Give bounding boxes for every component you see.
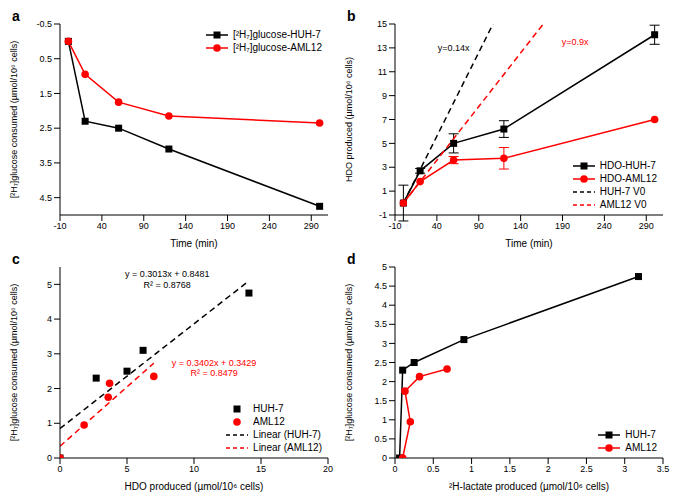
svg-text:Time (min): Time (min)	[170, 238, 217, 249]
svg-text:2: 2	[382, 377, 387, 387]
svg-text:y = 0.3013x + 0.8481: y = 0.3013x + 0.8481	[125, 269, 210, 279]
svg-text:3.5: 3.5	[39, 158, 52, 168]
svg-text:-1: -1	[379, 210, 387, 220]
svg-text:5: 5	[124, 464, 129, 474]
svg-text:0: 0	[392, 464, 397, 474]
html-text:HDO-AML12: HDO-AML12	[599, 173, 657, 184]
svg-text:R² = 0.8479: R² = 0.8479	[190, 368, 237, 378]
svg-text:HDO produced (µmol/10⁶ cells): HDO produced (µmol/10⁶ cells)	[125, 481, 264, 492]
html-text:[²H₇]glucose-HUH-7: [²H₇]glucose-HUH-7	[233, 29, 321, 40]
svg-text:5: 5	[382, 262, 387, 272]
svg-text:240: 240	[597, 221, 612, 231]
svg-text:y=0.9x: y=0.9x	[562, 37, 589, 47]
html-text:HUH-7: HUH-7	[253, 403, 284, 414]
html-text:AML12 V0: AML12 V0	[599, 199, 647, 210]
svg-text:40: 40	[432, 221, 442, 231]
html-text:AML12: AML12	[625, 442, 657, 453]
svg-text:y = 0.3402x + 0.3429: y = 0.3402x + 0.3429	[172, 358, 257, 368]
svg-text:0.5: 0.5	[427, 464, 440, 474]
svg-text:-0.5: -0.5	[36, 19, 52, 29]
svg-text:140: 140	[513, 221, 528, 231]
svg-text:10: 10	[189, 464, 199, 474]
svg-text:0.5: 0.5	[374, 434, 387, 444]
svg-text:15: 15	[377, 19, 387, 29]
svg-text:[²H₇]glucose consumed (µmol/10: [²H₇]glucose consumed (µmol/10⁶ cells)	[9, 41, 19, 199]
svg-text:²H-lactate produced (µmol/10⁶: ²H-lactate produced (µmol/10⁶ cells)	[449, 481, 609, 492]
svg-text:-10: -10	[388, 221, 401, 231]
svg-text:20: 20	[323, 464, 333, 474]
svg-text:3.5: 3.5	[657, 464, 670, 474]
html-text:HDO-HUH-7: HDO-HUH-7	[599, 160, 656, 171]
html-text:Linear (AML12): Linear (AML12)	[253, 442, 322, 453]
svg-text:[²H₇]glucose consumed (µmol/10: [²H₇]glucose consumed (µmol/10⁶ cells)	[344, 284, 354, 442]
html-text:b: b	[347, 8, 356, 24]
svg-text:2.5: 2.5	[580, 464, 593, 474]
svg-text:190: 190	[555, 221, 570, 231]
svg-text:-10: -10	[53, 221, 66, 231]
svg-text:5: 5	[382, 139, 387, 149]
html-text:HUH-7 V0: HUH-7 V0	[599, 186, 646, 197]
svg-text:2.5: 2.5	[374, 358, 387, 368]
svg-text:0: 0	[47, 453, 52, 463]
svg-text:3: 3	[382, 339, 387, 349]
svg-text:2: 2	[546, 464, 551, 474]
svg-text:2.5: 2.5	[39, 123, 52, 133]
svg-text:4.5: 4.5	[374, 281, 387, 291]
svg-text:0: 0	[382, 453, 387, 463]
svg-text:4.5: 4.5	[39, 193, 52, 203]
html-text:AML12: AML12	[253, 416, 285, 427]
html-text:a: a	[12, 8, 20, 24]
html-text:HUH-7: HUH-7	[625, 429, 656, 440]
svg-text:0: 0	[57, 464, 62, 474]
html-text:d: d	[347, 251, 356, 267]
html-text:c: c	[12, 251, 20, 267]
svg-text:90: 90	[474, 221, 484, 231]
svg-text:240: 240	[262, 221, 277, 231]
svg-text:R² = 0.8768: R² = 0.8768	[144, 280, 191, 290]
svg-text:1.5: 1.5	[504, 464, 517, 474]
svg-text:1: 1	[382, 415, 387, 425]
svg-text:90: 90	[139, 221, 149, 231]
svg-text:HDO produced (µmol/10⁶ cells): HDO produced (µmol/10⁶ cells)	[344, 57, 354, 182]
svg-text:2: 2	[47, 384, 52, 394]
svg-text:Time (min): Time (min)	[505, 238, 552, 249]
svg-text:[²H₇]glucose consumed (µmol/10: [²H₇]glucose consumed (µmol/10⁶ cells)	[9, 284, 19, 442]
svg-text:11: 11	[378, 67, 387, 77]
svg-text:1: 1	[47, 418, 52, 428]
svg-text:290: 290	[639, 221, 654, 231]
svg-text:7: 7	[382, 115, 387, 125]
svg-text:5: 5	[47, 280, 52, 290]
svg-text:40: 40	[97, 221, 107, 231]
svg-text:4: 4	[47, 314, 52, 324]
html-text:Linear (HUH-7): Linear (HUH-7)	[253, 429, 321, 440]
svg-text:1.5: 1.5	[374, 396, 387, 406]
svg-text:3: 3	[47, 349, 52, 359]
svg-text:15: 15	[256, 464, 266, 474]
svg-text:1: 1	[382, 186, 387, 196]
svg-text:y=0.14x: y=0.14x	[438, 43, 470, 53]
svg-text:13: 13	[377, 43, 387, 53]
html-text:[²H₇]glucose-AML12: [²H₇]glucose-AML12	[233, 42, 322, 53]
svg-text:3: 3	[622, 464, 627, 474]
svg-text:190: 190	[220, 221, 235, 231]
svg-text:4: 4	[382, 300, 387, 310]
svg-text:140: 140	[178, 221, 193, 231]
svg-text:9: 9	[382, 91, 387, 101]
svg-text:290: 290	[304, 221, 319, 231]
svg-text:3.5: 3.5	[374, 319, 387, 329]
svg-text:1.5: 1.5	[39, 89, 52, 99]
svg-text:3: 3	[382, 162, 387, 172]
svg-text:1: 1	[469, 464, 474, 474]
svg-text:0.5: 0.5	[39, 54, 52, 64]
